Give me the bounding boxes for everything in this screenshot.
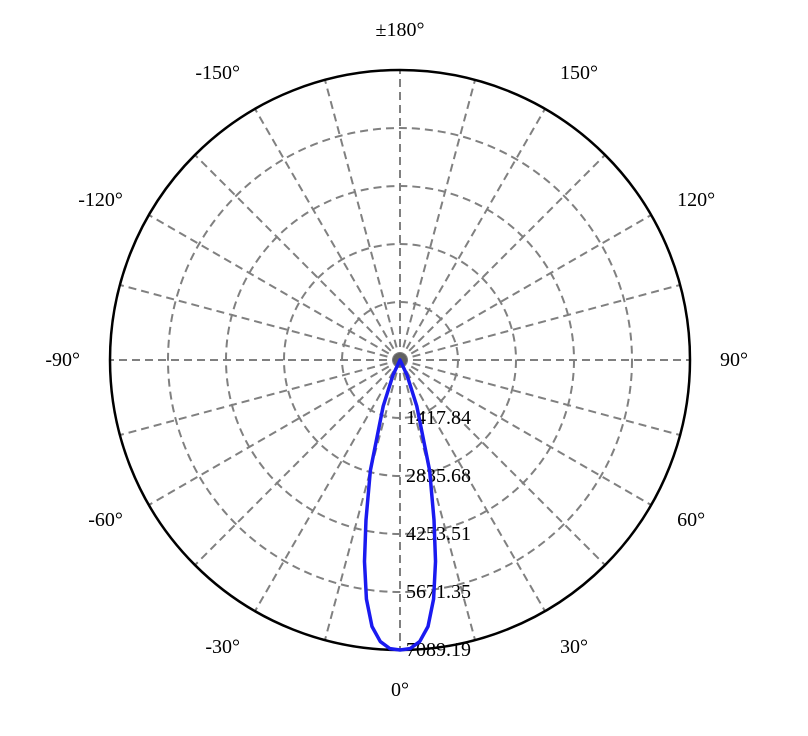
spoke-line <box>325 80 400 360</box>
angle-label: -90° <box>45 349 80 371</box>
polar-chart: ±180° -150° -120° -90° -60° -30° 0° 30° 60° 90° 12… <box>0 0 808 736</box>
spoke-line <box>120 360 400 435</box>
angle-label: 30° <box>560 636 588 658</box>
angle-label: ±180° <box>376 19 425 41</box>
spoke-line <box>400 109 545 360</box>
angle-label: -150° <box>195 62 240 84</box>
spoke-line <box>400 285 680 360</box>
radial-label: 1417.84 <box>406 407 471 429</box>
spoke-line <box>255 360 400 611</box>
angle-label: 120° <box>677 189 715 211</box>
spoke-line <box>149 360 400 505</box>
angle-label: 150° <box>560 62 598 84</box>
angle-label: -60° <box>88 509 123 531</box>
spoke-line <box>400 80 475 360</box>
spoke-line <box>195 155 400 360</box>
spoke-line <box>255 109 400 360</box>
spoke-line <box>195 360 400 565</box>
radial-label: 5671.35 <box>406 581 471 603</box>
spoke-line <box>149 215 400 360</box>
angle-label: -120° <box>78 189 123 211</box>
spoke-line <box>400 215 651 360</box>
radial-label: 2835.68 <box>406 465 471 487</box>
spoke-line <box>400 155 605 360</box>
spoke-line <box>325 360 400 640</box>
angle-label: 60° <box>677 509 705 531</box>
radial-label: 4253.51 <box>406 523 471 545</box>
spoke-line <box>120 285 400 360</box>
angle-label: 0° <box>391 679 409 701</box>
angle-label: 90° <box>720 349 748 371</box>
angle-label: -30° <box>205 636 240 658</box>
